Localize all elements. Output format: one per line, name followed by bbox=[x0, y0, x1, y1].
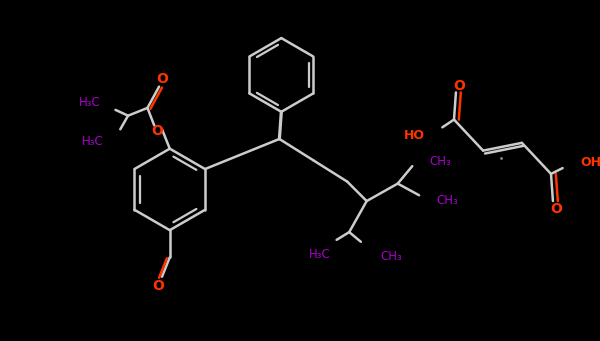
Text: CH₃: CH₃ bbox=[430, 155, 451, 168]
Text: H₃C: H₃C bbox=[309, 248, 331, 261]
Text: CH₃: CH₃ bbox=[380, 250, 402, 263]
Text: O: O bbox=[550, 202, 562, 216]
Text: OH: OH bbox=[580, 156, 600, 169]
Text: O: O bbox=[453, 79, 465, 93]
Text: O: O bbox=[152, 279, 164, 293]
Text: O: O bbox=[151, 124, 163, 138]
Text: H₃C: H₃C bbox=[79, 95, 101, 109]
Text: CH₃: CH₃ bbox=[437, 194, 458, 207]
Text: HO: HO bbox=[404, 129, 425, 142]
Text: H₃C: H₃C bbox=[82, 135, 104, 148]
Text: O: O bbox=[156, 72, 168, 86]
